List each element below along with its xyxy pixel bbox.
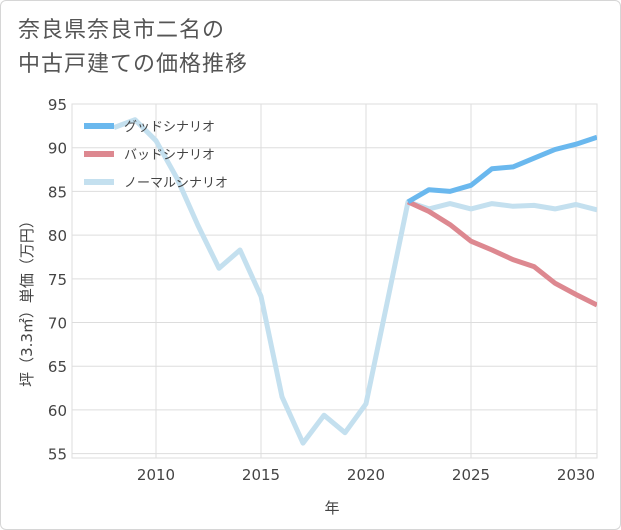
series-line-2 bbox=[113, 117, 597, 446]
x-axis-ticks: 2010 2015 2020 2025 2030 bbox=[137, 466, 595, 484]
legend-label-0: グッドシナリオ bbox=[124, 120, 215, 135]
chart-title: 奈良県奈良市二名の 中古戸建ての価格推移 bbox=[18, 14, 248, 82]
grid-lines bbox=[71, 103, 598, 459]
x-tick-label: 2015 bbox=[242, 466, 280, 484]
y-axis-title: 坪（3.3㎡）単価（万円） bbox=[18, 213, 36, 387]
x-tick-label: 2025 bbox=[452, 466, 490, 484]
series-line-1 bbox=[406, 199, 597, 308]
y-tick-label: 95 bbox=[48, 96, 67, 114]
legend-label-2: ノーマルシナリオ bbox=[124, 176, 228, 191]
y-tick-label: 80 bbox=[48, 227, 67, 245]
chart-title-line-2: 中古戸建ての価格推移 bbox=[18, 52, 249, 77]
legend-label-1: バッドシナリオ bbox=[124, 148, 215, 163]
x-axis-title: 年 bbox=[324, 499, 339, 517]
x-tick-label: 2030 bbox=[557, 466, 595, 484]
series-line-0 bbox=[406, 134, 597, 205]
y-tick-label: 60 bbox=[48, 402, 67, 420]
x-tick-label: 2010 bbox=[137, 466, 175, 484]
y-tick-label: 70 bbox=[48, 315, 67, 333]
y-tick-label: 65 bbox=[48, 358, 67, 376]
y-axis-ticks: 55 60 65 70 75 80 85 90 95 bbox=[48, 96, 67, 464]
x-tick-label: 2020 bbox=[347, 466, 385, 484]
y-tick-label: 55 bbox=[48, 446, 67, 464]
chart-title-line-1: 奈良県奈良市二名の bbox=[18, 18, 226, 43]
y-tick-label: 90 bbox=[48, 140, 67, 158]
y-tick-label: 75 bbox=[48, 271, 67, 289]
series-layer bbox=[113, 117, 597, 446]
y-tick-label: 85 bbox=[48, 183, 67, 201]
